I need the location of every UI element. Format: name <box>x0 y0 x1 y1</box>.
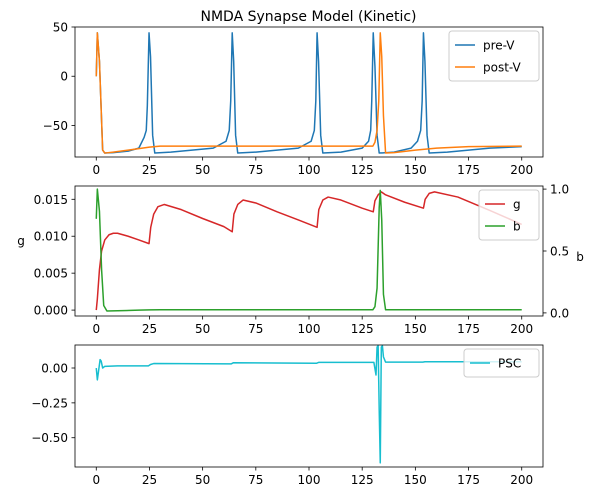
y-tick-label: 0.00 <box>41 362 68 376</box>
legend-box <box>478 189 540 241</box>
x-tick-label: 25 <box>142 473 157 487</box>
x-tick-label: 25 <box>142 322 157 336</box>
series-line-pre-v <box>95 32 522 154</box>
x-tick-label: 50 <box>195 163 210 177</box>
x-tick-label: 175 <box>457 322 480 336</box>
y2-tick-label: 0.0 <box>550 306 569 320</box>
x-tick-label: 200 <box>510 473 533 487</box>
y2-tick-label: 0.5 <box>550 245 569 259</box>
legend: pre-V post-V <box>448 30 540 82</box>
x-tick-label: 125 <box>351 322 374 336</box>
x-tick-label: 150 <box>404 322 427 336</box>
x-tick-label: 150 <box>404 473 427 487</box>
x-tick-label: 100 <box>298 163 321 177</box>
x-tick-label: 175 <box>457 163 480 177</box>
x-tick-label: 0 <box>92 163 100 177</box>
y-tick-label: 0.005 <box>34 267 68 281</box>
x-tick-label: 75 <box>248 163 263 177</box>
x-tick-label: 75 <box>248 473 263 487</box>
y-axis-label: g <box>17 234 25 248</box>
legend-box <box>448 30 540 82</box>
y-tick-label: −0.25 <box>31 396 68 410</box>
x-tick-label: 150 <box>404 163 427 177</box>
x-tick-label: 0 <box>92 322 100 336</box>
y-tick-label: −0.50 <box>31 431 68 445</box>
x-tick-label: 175 <box>457 473 480 487</box>
legend-label-psc: PSC <box>498 357 521 371</box>
y2-tick-label: 1.0 <box>550 183 569 197</box>
series-line-psc <box>95 345 522 464</box>
plot-frame <box>74 185 544 317</box>
panel-psc: 0 25 50 75 100 125 150 175 200 0.00 −0.25 −0.50 PSC <box>31 344 544 487</box>
y-tick-label: −50 <box>43 119 68 133</box>
panel-voltage: 0 25 50 75 100 125 150 175 200 50 0 −50 pre-V post-V <box>43 21 544 177</box>
x-tick-label: 200 <box>510 163 533 177</box>
x-tick-label: 50 <box>195 322 210 336</box>
legend-label-post-v: post-V <box>483 61 522 75</box>
x-tick-label: 100 <box>298 322 321 336</box>
x-tick-label: 0 <box>92 473 100 487</box>
chart-title: NMDA Synapse Model (Kinetic) <box>200 9 416 25</box>
legend-label-pre-v: pre-V <box>483 39 515 53</box>
x-tick-label: 200 <box>510 322 533 336</box>
y2-axis-label: b <box>576 250 584 264</box>
legend-label-b: b <box>513 220 521 234</box>
x-tick-label: 25 <box>142 163 157 177</box>
legend-box <box>463 348 540 378</box>
panel-conductance: 0 25 50 75 100 125 150 175 200 0.015 0.010 0.005 0.0… <box>17 183 584 336</box>
y-tick-label: 50 <box>53 21 68 35</box>
y-tick-label: 0.010 <box>34 230 68 244</box>
series-line-post-v <box>95 32 522 154</box>
y-tick-label: 0 <box>60 70 68 84</box>
y-tick-label: 0.015 <box>34 193 68 207</box>
legend: PSC <box>463 348 540 378</box>
series-line-g <box>95 191 523 311</box>
x-tick-label: 100 <box>298 473 321 487</box>
x-tick-label: 50 <box>195 473 210 487</box>
legend-label-g: g <box>513 198 521 212</box>
x-tick-label: 125 <box>351 163 374 177</box>
x-tick-label: 75 <box>248 322 263 336</box>
x-tick-label: 125 <box>351 473 374 487</box>
series-line-b <box>95 188 522 312</box>
y-tick-label: 0.000 <box>34 304 68 318</box>
legend: gb <box>478 189 540 241</box>
